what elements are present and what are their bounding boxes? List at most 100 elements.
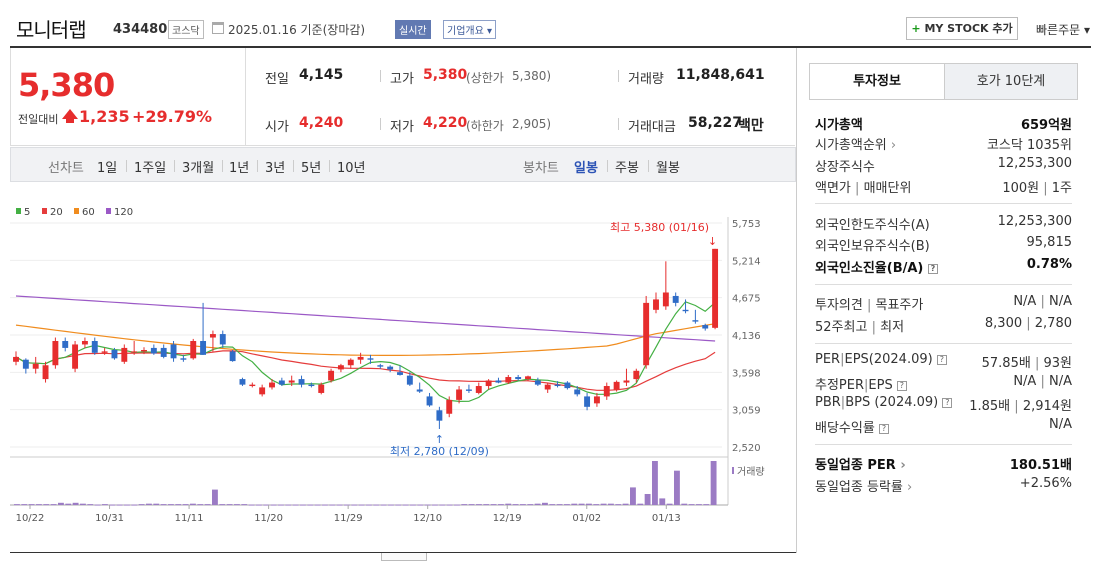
change-rate: +29.79% (132, 107, 213, 126)
volume-bar (351, 504, 358, 506)
period-3m[interactable]: 3개월 (182, 161, 215, 176)
candle-body (465, 389, 472, 391)
volume-bar (395, 504, 402, 506)
legend-swatch (74, 208, 79, 214)
tab-invest-info[interactable]: 투자정보 (810, 64, 944, 99)
volume-bar (571, 503, 578, 505)
x-tick-label: 10/22 (16, 513, 45, 524)
candle-daily[interactable]: 일봉 (574, 161, 598, 176)
up-arrow-stem (66, 118, 74, 123)
candle-body (406, 375, 413, 385)
week52-low-label: 최저 (880, 320, 905, 335)
help-icon[interactable]: ? (936, 354, 947, 365)
volume-bar (336, 504, 343, 506)
volume-bar (278, 504, 284, 506)
help-icon[interactable]: ? (927, 263, 938, 274)
volume-bar (226, 504, 233, 506)
candle-body (269, 382, 275, 388)
period-10y[interactable]: 10년 (337, 161, 366, 176)
candle-body (653, 299, 659, 310)
candle-body (13, 356, 19, 362)
foreign-limit-label: 외국인한도주식수(A) (815, 218, 930, 233)
separator: | (1034, 356, 1040, 371)
header-divider (10, 46, 1091, 48)
est-eps-label: EPS (868, 378, 893, 393)
candle-body (574, 389, 581, 395)
candle-body (416, 389, 423, 392)
foreign-holding-label: 외국인보유주식수(B) (815, 239, 930, 254)
x-tick-label: 11/29 (334, 513, 363, 524)
candle-body (190, 340, 197, 359)
realtime-button[interactable]: 실시간 (395, 20, 431, 39)
opinion-label: 투자의견 (815, 298, 863, 313)
week52-low-value: 2,780 (1034, 316, 1072, 331)
ma120-line (15, 295, 716, 342)
candle-body (495, 380, 502, 383)
per-label: PER (815, 352, 841, 367)
add-mystock-label: MY STOCK 추가 (924, 22, 1013, 35)
candle-body (702, 325, 709, 329)
volume-bar (87, 504, 94, 506)
prev-close-value: 4,145 (299, 67, 344, 83)
period-3y[interactable]: 3년 (265, 161, 286, 176)
line-chart-label[interactable]: 선차트 (48, 161, 84, 176)
stock-code: 434480 (113, 22, 168, 37)
x-tick-label: 11/20 (254, 513, 283, 524)
help-icon[interactable]: ? (896, 380, 907, 391)
section-divider (815, 203, 1072, 204)
candle-chart-label[interactable]: 봉차트 (523, 161, 559, 176)
period-1w[interactable]: 1주일 (134, 161, 167, 176)
candle-monthly[interactable]: 월봉 (656, 161, 680, 176)
open-label: 시가 (265, 120, 289, 135)
candle-body (121, 347, 128, 362)
add-mystock-button[interactable]: + MY STOCK 추가 (906, 17, 1018, 40)
volume-bar (72, 502, 79, 505)
divider (174, 160, 175, 172)
trade-unit-label: 매매단위 (863, 181, 912, 196)
volume-bar (307, 504, 314, 506)
volume-bar (600, 503, 607, 505)
info-tabs: 투자정보 호가 10단계 (809, 63, 1078, 100)
company-overview-dropdown[interactable]: 기업개요 ▾ (443, 20, 496, 39)
help-icon[interactable]: ? (942, 397, 953, 408)
candle-body (111, 350, 118, 359)
candle-weekly[interactable]: 주봉 (615, 161, 639, 176)
divider (293, 160, 294, 172)
period-1y[interactable]: 1년 (229, 161, 250, 176)
volume-bar (432, 504, 438, 506)
x-tick-label: 01/02 (572, 513, 601, 524)
chart-resize-handle[interactable] (381, 553, 427, 561)
candle-body (150, 347, 157, 354)
period-1d[interactable]: 1일 (97, 161, 118, 176)
est-per-value: N/A (1013, 374, 1037, 389)
divider (618, 70, 619, 82)
divider (380, 70, 381, 82)
sector-per-link[interactable]: 동일업종 PER › (815, 454, 906, 473)
y-tick-label: 3,059 (732, 406, 761, 417)
candle-body (259, 387, 266, 395)
tab-orderbook[interactable]: 호가 10단계 (944, 64, 1077, 99)
ma60-line (15, 323, 716, 356)
candle-body (475, 386, 482, 393)
target-price-value: N/A (1049, 294, 1072, 309)
max-arrow-icon: ↓ (708, 235, 717, 248)
base-date: 2025.01.16 기준(장마감) (228, 23, 366, 37)
x-tick-label: 11/11 (175, 513, 204, 524)
candle-body (32, 363, 39, 369)
candle-body (593, 396, 600, 404)
min-arrow-icon: ↑ (435, 433, 444, 446)
help-icon[interactable]: ? (878, 423, 889, 434)
volume-bar (58, 502, 64, 505)
foreign-holding-value: 95,815 (1026, 235, 1073, 250)
quick-order-dropdown[interactable]: 빠른주문 ▾ (1036, 23, 1090, 37)
separator: | (1026, 316, 1031, 331)
sector-rate-link[interactable]: 동일업종 등락률 › (815, 476, 912, 495)
candle-body (712, 248, 719, 328)
opinion-value: N/A (1013, 294, 1037, 309)
market-cap-rank-link[interactable]: 시가총액순위 › (815, 134, 896, 153)
period-5y[interactable]: 5년 (301, 161, 322, 176)
volume-bar (248, 504, 255, 506)
price-chart[interactable]: 5 20 60 120 5,753 5,214 4,675 4,136 3,598 3,059 2,… (10, 195, 796, 535)
change-label: 전일대비 (18, 113, 59, 126)
y-tick-label: 2,520 (732, 443, 761, 454)
